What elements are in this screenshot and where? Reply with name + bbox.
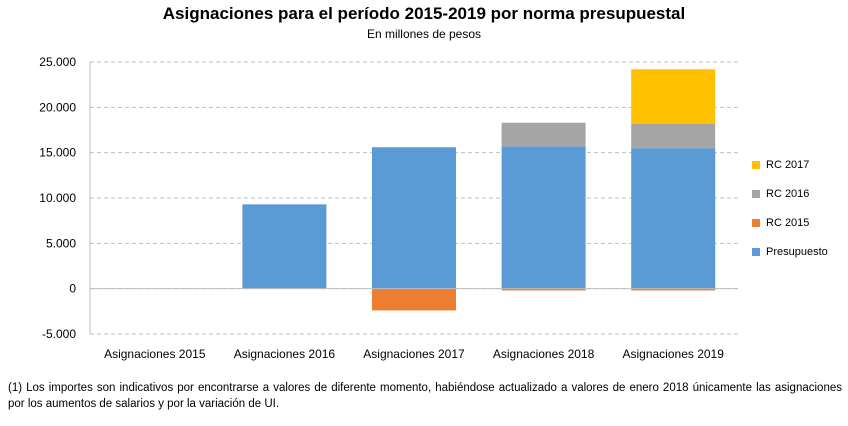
- legend-label: RC 2015: [766, 216, 810, 229]
- x-tick-label: Asignaciones 2015: [104, 347, 206, 361]
- y-tick-label: 20.000: [39, 100, 76, 114]
- y-tick-label: 10.000: [39, 191, 76, 205]
- footnote: (1) Los importes son indicativos por enc…: [8, 382, 842, 410]
- bar-presupuesto: [631, 148, 716, 289]
- bar-presupuesto: [242, 204, 327, 289]
- legend-item: RC 2015: [752, 208, 828, 237]
- bar-rc-2015: [631, 288, 716, 291]
- bar-presupuesto: [372, 147, 456, 289]
- legend-swatch: [752, 218, 760, 227]
- legend-swatch: [752, 247, 760, 256]
- bar-rc-2015: [501, 288, 586, 291]
- y-tick-label: 25.000: [39, 55, 76, 69]
- x-tick-label: Asignaciones 2016: [234, 347, 336, 361]
- bar-rc-2015: [372, 288, 456, 311]
- y-tick-label: -5.000: [42, 327, 76, 341]
- bar-rc-2017: [631, 69, 716, 124]
- x-tick-label: Asignaciones 2017: [363, 347, 465, 361]
- bar-rc-2016: [501, 122, 586, 147]
- legend-item: RC 2016: [752, 179, 828, 208]
- legend-label: Presupuesto: [766, 245, 828, 258]
- chart-title: Asignaciones para el período 2015-2019 p…: [162, 4, 686, 23]
- y-tick-label: 5.000: [46, 236, 76, 250]
- bar-rc-2016: [631, 123, 716, 149]
- legend-item: Presupuesto: [752, 237, 828, 266]
- legend-label: RC 2017: [766, 158, 810, 171]
- x-tick-label: Asignaciones 2019: [622, 347, 724, 361]
- chart-subtitle: En millones de pesos: [366, 27, 482, 41]
- y-tick-label: 0: [69, 282, 76, 296]
- bar-presupuesto: [501, 146, 586, 289]
- chart-legend: RC 2017 RC 2016 RC 2015 Presupuesto: [752, 150, 828, 266]
- y-tick-label: 15.000: [39, 146, 76, 160]
- legend-swatch: [752, 189, 760, 198]
- x-tick-label: Asignaciones 2018: [493, 347, 595, 361]
- bar-chart: -5.000 0 5.000 10.000 15.000 20.000 25.000 Asig…: [39, 55, 738, 361]
- legend-label: RC 2016: [766, 187, 810, 200]
- legend-swatch: [752, 160, 760, 169]
- legend-item: RC 2017: [752, 150, 828, 179]
